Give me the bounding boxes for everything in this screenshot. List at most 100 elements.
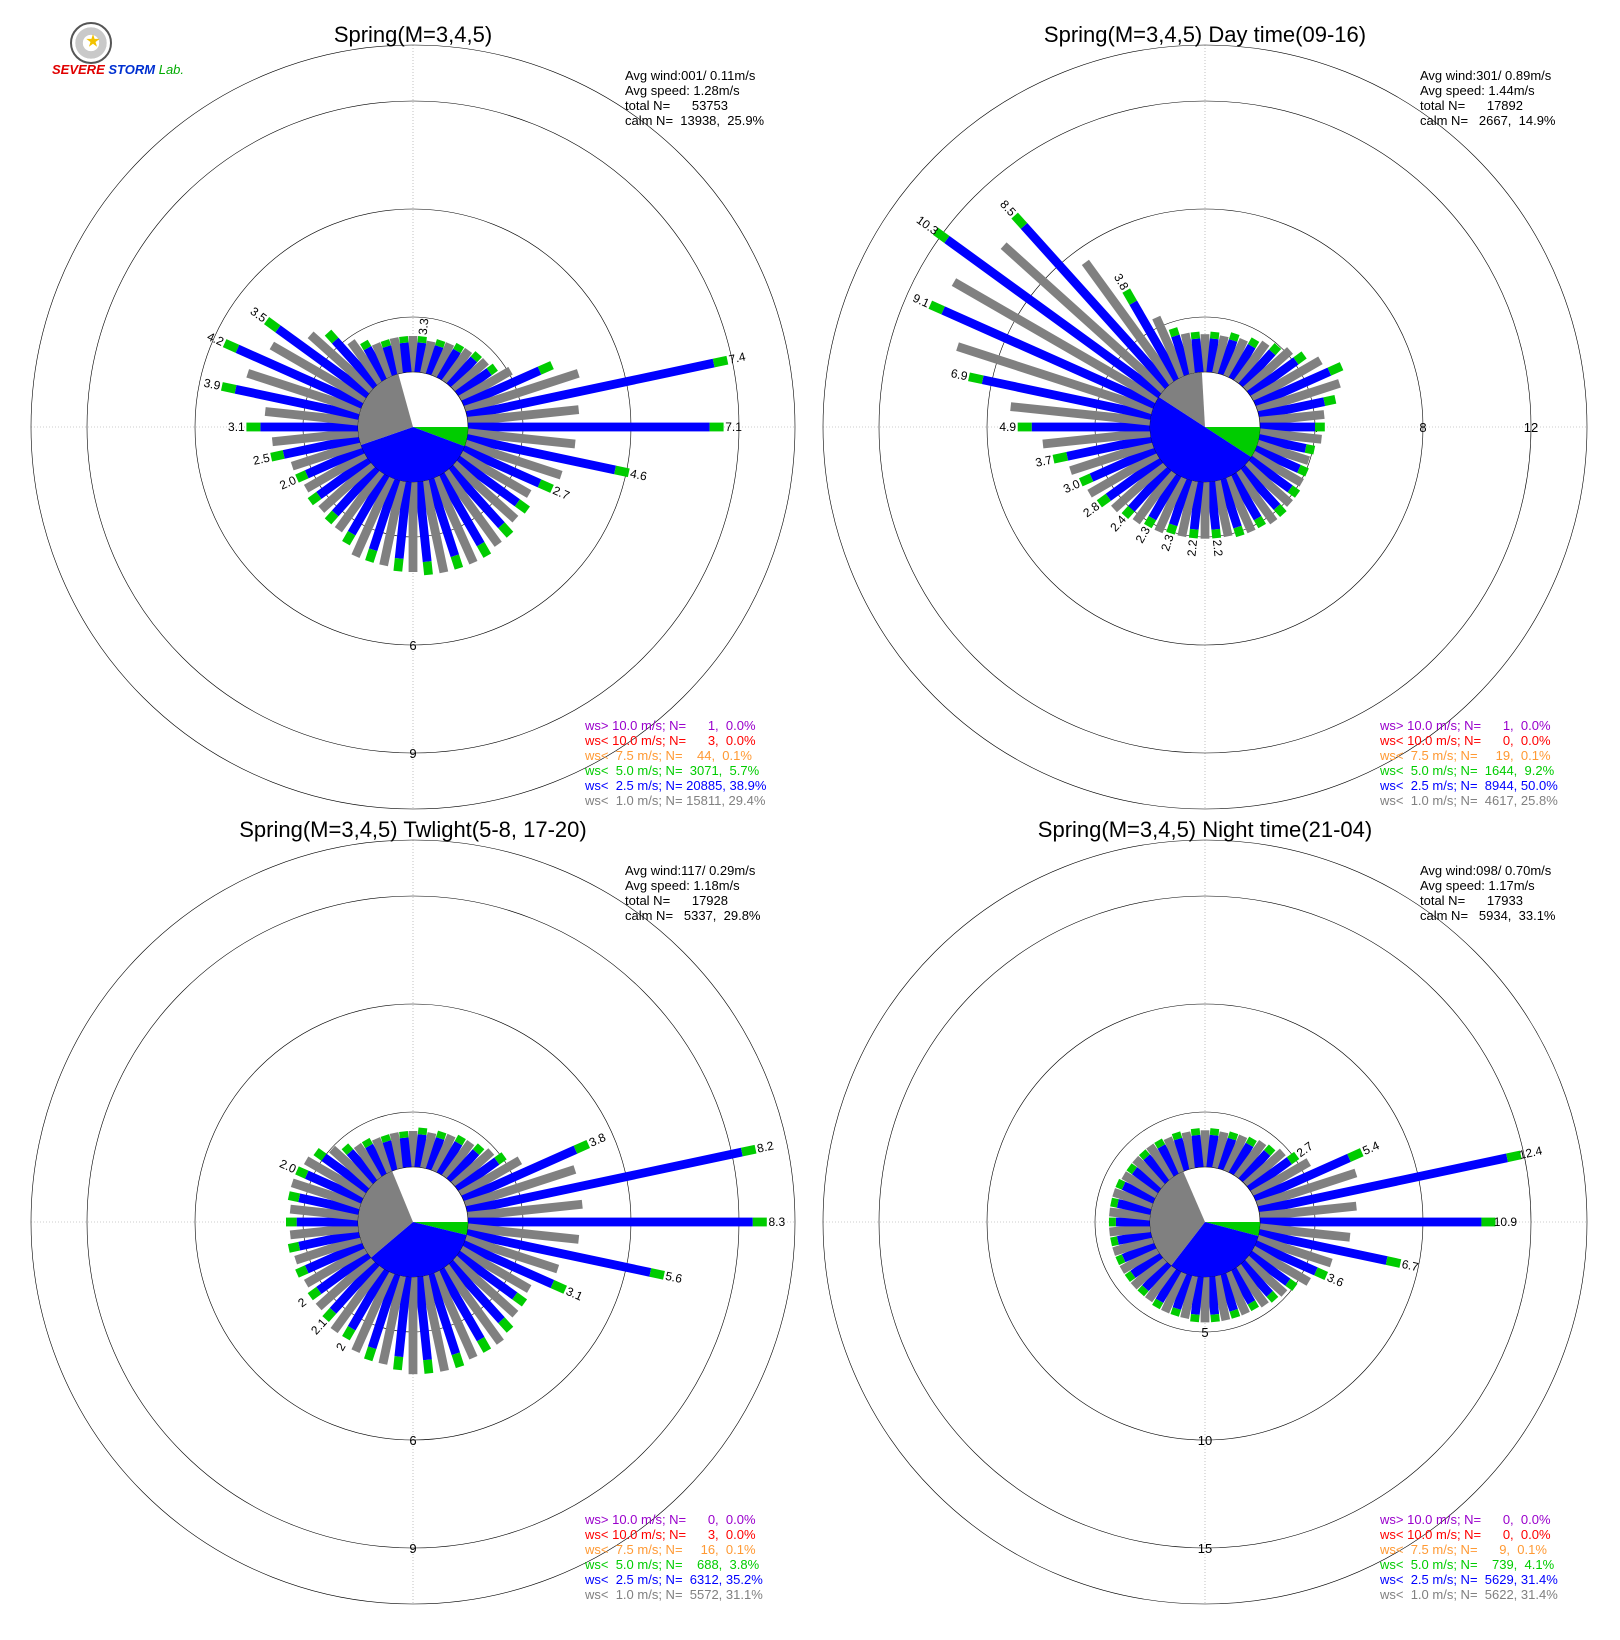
bar-segment-lt25 xyxy=(454,455,520,507)
direction-bar xyxy=(307,455,372,506)
ring-tick-label: 9 xyxy=(409,746,416,761)
direction-bar xyxy=(220,382,361,420)
bar-segment-lt5 xyxy=(614,465,630,478)
direction-bar xyxy=(1253,362,1344,409)
direction-bar xyxy=(341,1143,380,1185)
calm-pie-blue xyxy=(1171,1222,1259,1277)
bar-segment-lt5 xyxy=(361,1137,373,1149)
bar-value-label: 2.2 xyxy=(1210,539,1226,557)
direction-bar xyxy=(1250,356,1323,404)
bar-segment-lt25 xyxy=(436,472,485,547)
direction-bar xyxy=(1110,1197,1153,1215)
bar-segment-lt25 xyxy=(235,344,365,409)
bar-segment-lt5 xyxy=(1253,515,1267,529)
bar-segment-calm xyxy=(408,336,418,372)
bar-segment-calm xyxy=(1010,402,1151,426)
direction-bar xyxy=(1087,450,1160,498)
direction-bar xyxy=(1255,439,1311,465)
direction-bar xyxy=(303,450,368,493)
direction-bar xyxy=(431,342,455,379)
stats-line: Avg wind:001/ 0.11m/s xyxy=(625,68,756,83)
bar-segment-calm xyxy=(1250,450,1304,487)
bar-segment-lt5 xyxy=(435,1130,447,1140)
bar-segment-lt5 xyxy=(1124,1270,1136,1283)
bar-segment-calm xyxy=(431,1270,478,1360)
direction-bar xyxy=(1217,477,1245,538)
direction-bar xyxy=(1119,1245,1160,1274)
bar-segment-lt25 xyxy=(304,445,365,479)
bar-segment-lt5 xyxy=(472,1143,485,1155)
calm-pie-blue xyxy=(1150,396,1252,483)
direction-bar xyxy=(1255,379,1341,415)
bar-segment-lt25 xyxy=(1253,445,1301,473)
bar-segment-lt5 xyxy=(1170,1307,1182,1317)
bar-segment-lt5 xyxy=(324,329,339,344)
direction-bar xyxy=(290,439,363,471)
direction-bar xyxy=(1233,1139,1267,1181)
bar-segment-lt5 xyxy=(1078,473,1094,487)
bar-segment-lt25 xyxy=(1206,481,1221,530)
bar-segment-lt5 xyxy=(1190,1128,1201,1136)
bar-value-label: 2.0 xyxy=(277,473,298,493)
calm-pie-green xyxy=(1205,427,1260,458)
direction-bar xyxy=(1146,1143,1177,1181)
direction-bar xyxy=(408,1277,418,1375)
bar-segment-calm xyxy=(389,1132,406,1170)
bar-segment-calm xyxy=(1180,332,1198,375)
bar-segment-calm xyxy=(294,1234,363,1265)
bar-value-label: 6.9 xyxy=(950,366,970,383)
ring-3 xyxy=(86,100,740,754)
bar-segment-lt5 xyxy=(222,339,240,353)
bar-segment-lt5 xyxy=(399,1131,409,1139)
bar-segment-calm xyxy=(1255,1234,1333,1268)
bar-segment-lt5 xyxy=(287,1191,301,1203)
bar-segment-lt25 xyxy=(296,1217,358,1227)
bar-segment-calm xyxy=(1154,475,1187,534)
bar-segment-lt5 xyxy=(573,1139,591,1154)
direction-bar xyxy=(342,472,390,546)
bar-segment-lt5 xyxy=(752,1217,767,1227)
bar-segment-lt25 xyxy=(425,477,460,558)
bar-segment-calm xyxy=(1144,1263,1177,1303)
bar-value-label: 3.6 xyxy=(1325,1270,1346,1290)
legend-entry: ws< 7.5 m/s; N= 44, 0.1% xyxy=(584,748,752,763)
bar-value-label: 4.2 xyxy=(205,329,226,349)
direction-bar xyxy=(1238,1259,1279,1303)
direction-bar xyxy=(1000,242,1168,394)
bar-segment-lt5 xyxy=(1347,1148,1364,1162)
bar-segment-calm xyxy=(1119,1245,1160,1274)
direction-bar xyxy=(956,342,1155,415)
bar-segment-lt5 xyxy=(740,1144,757,1157)
bar-segment-lt25 xyxy=(394,1276,412,1358)
bar-segment-lt5 xyxy=(1323,394,1337,406)
direction-bar xyxy=(322,1259,380,1322)
bar-segment-lt5 xyxy=(1247,337,1260,349)
bar-segment-calm xyxy=(1233,1263,1269,1308)
direction-bar xyxy=(461,445,554,493)
lab-logo-text: SEVERE STORM Lab. xyxy=(52,62,184,77)
bar-segment-lt5 xyxy=(1266,1290,1279,1303)
bar-segment-lt25 xyxy=(331,337,380,390)
direction-bar xyxy=(271,428,359,447)
direction-bar xyxy=(1228,1267,1259,1312)
direction-bar xyxy=(289,1223,359,1240)
outer-ring xyxy=(822,44,1588,810)
bar-segment-calm xyxy=(467,1199,583,1221)
bar-segment-calm xyxy=(1242,1255,1288,1297)
legend-entry: ws< 7.5 m/s; N= 16, 0.1% xyxy=(584,1542,756,1557)
direction-bar xyxy=(1200,334,1210,372)
direction-bar xyxy=(1052,434,1153,464)
bar-segment-calm xyxy=(1223,337,1248,379)
legend-entry: ws< 5.0 m/s; N= 739, 4.1% xyxy=(1379,1557,1555,1572)
bar-segment-lt5 xyxy=(1247,1300,1259,1312)
bar-segment-lt5 xyxy=(498,522,514,538)
direction-bar xyxy=(330,1263,385,1334)
direction-bar xyxy=(315,1255,376,1311)
direction-bar xyxy=(1257,434,1316,455)
direction-bar xyxy=(351,475,395,558)
direction-bar xyxy=(246,369,363,415)
bar-segment-lt25 xyxy=(1105,455,1164,501)
direction-bar xyxy=(1246,351,1307,399)
bar-value-label: 4.9 xyxy=(999,420,1016,434)
bar-segment-lt25 xyxy=(275,325,372,399)
